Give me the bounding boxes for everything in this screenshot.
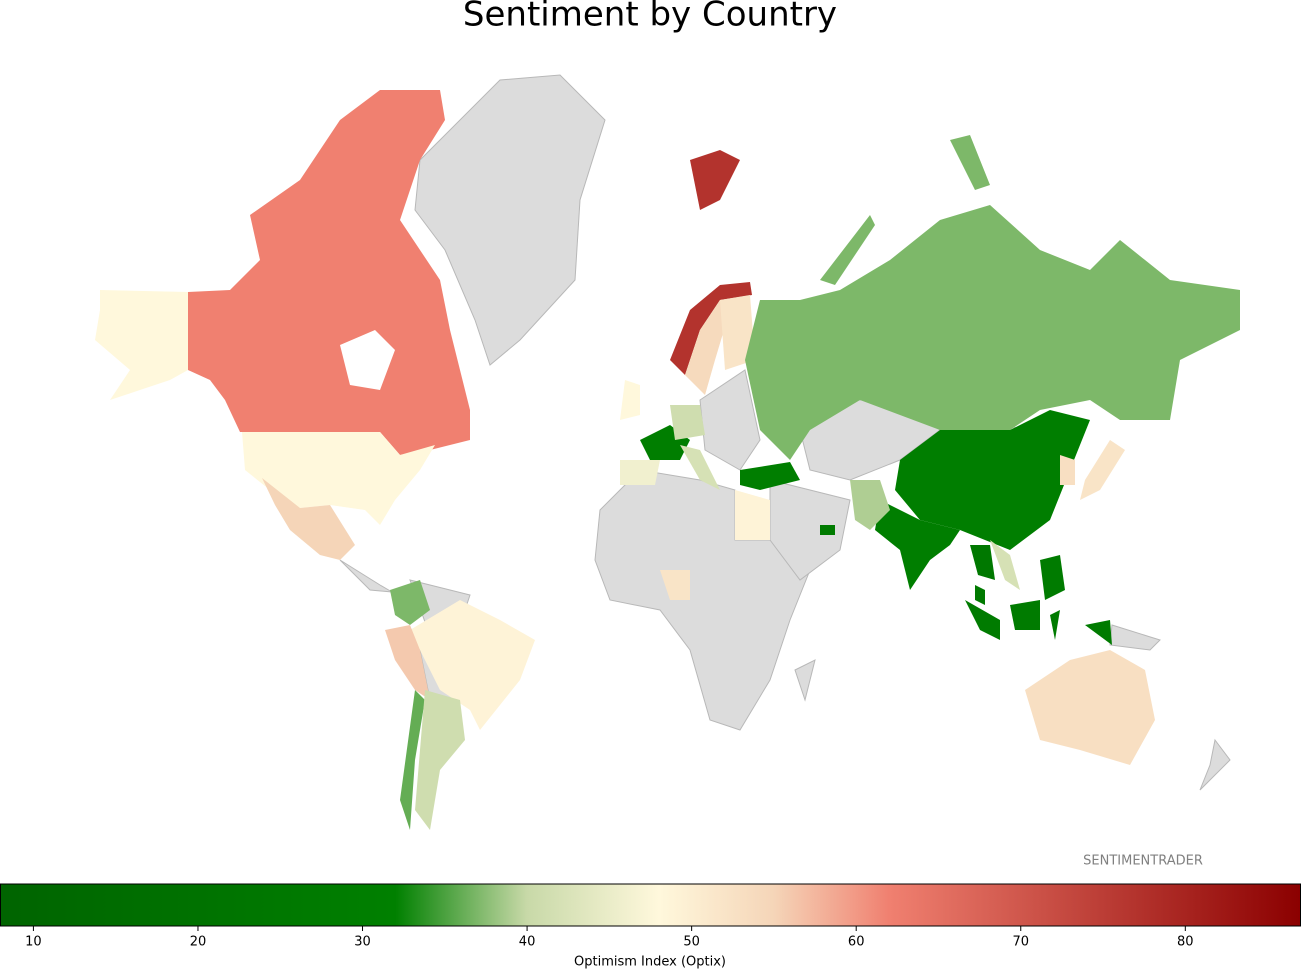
country	[965, 600, 1000, 640]
country	[1050, 610, 1060, 640]
no-data-region	[699, 369, 761, 471]
country	[670, 282, 752, 375]
country	[680, 445, 720, 490]
watermark: SENTIMENTRADER	[1083, 854, 1203, 869]
colorbar-ticks: 10 20 30 40 50 60 70 80	[25, 926, 1194, 950]
country	[720, 295, 755, 370]
country	[975, 585, 985, 605]
country	[735, 490, 770, 540]
no-data-region	[414, 74, 606, 366]
colorbar-label: Optimism Index (Optix)	[574, 955, 726, 969]
colorbar-tick-label: 10	[25, 935, 42, 950]
country	[990, 540, 1020, 590]
country	[970, 545, 995, 580]
country	[690, 150, 740, 210]
country	[188, 90, 470, 455]
country	[850, 480, 890, 530]
country	[1060, 455, 1075, 485]
chart-title: Sentiment by Country	[463, 0, 837, 35]
colorbar	[0, 883, 1301, 927]
country	[1040, 555, 1065, 600]
country	[1025, 650, 1155, 765]
country	[875, 500, 960, 590]
country	[950, 135, 990, 190]
colorbar-tick-label: 80	[1177, 935, 1194, 950]
country	[95, 290, 188, 400]
country	[740, 462, 800, 490]
country	[820, 525, 835, 535]
country	[620, 380, 640, 420]
colorbar-tick-label: 30	[354, 935, 371, 950]
country	[685, 300, 730, 395]
country	[1080, 440, 1125, 500]
country	[410, 600, 535, 730]
colorbar-tick-label: 60	[848, 935, 865, 950]
country	[820, 215, 875, 285]
no-data-region	[594, 469, 811, 731]
country	[262, 478, 355, 560]
colorbar-tick-label: 50	[683, 935, 700, 950]
hudson-bay	[340, 330, 395, 390]
country	[390, 580, 430, 625]
country	[660, 570, 690, 600]
colorbar-tick-label: 40	[519, 935, 536, 950]
colorbar-tick-label: 20	[190, 935, 207, 950]
country	[1085, 620, 1112, 645]
countries	[95, 90, 1240, 830]
no-data-region	[794, 659, 816, 702]
country	[670, 405, 705, 440]
country	[385, 625, 430, 700]
no-data-region	[1199, 738, 1231, 791]
country	[415, 690, 465, 830]
country	[745, 205, 1240, 460]
country	[1010, 600, 1040, 630]
colorbar-tick-label: 70	[1012, 935, 1029, 950]
no-data-region	[1109, 624, 1161, 651]
no-data-region	[339, 559, 393, 593]
country	[620, 460, 660, 485]
country	[400, 690, 425, 830]
country	[895, 410, 1090, 550]
